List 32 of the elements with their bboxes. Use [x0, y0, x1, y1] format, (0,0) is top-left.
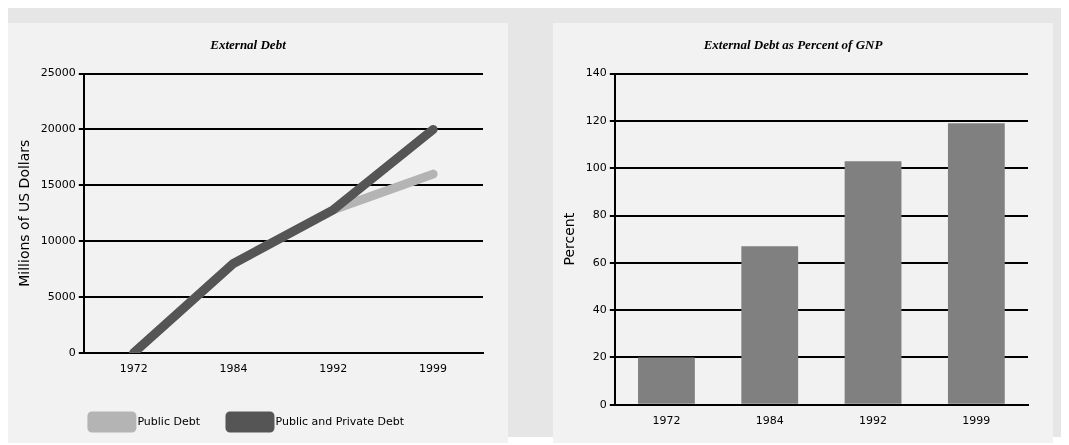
y-tick-label: 40 — [592, 303, 607, 317]
y-tick-label: 20 — [592, 350, 607, 364]
y-tick-label: 20000 — [40, 122, 76, 136]
bar — [741, 246, 799, 404]
y-tick-label: 100 — [585, 161, 607, 175]
y-tick-label: 0 — [599, 397, 607, 411]
x-tick-label: 1999 — [419, 362, 448, 376]
chart-title: External Debt — [209, 37, 287, 53]
x-tick-label: 1972 — [119, 362, 148, 376]
bar — [947, 123, 1005, 404]
y-axis-title: Percent — [561, 212, 578, 266]
x-tick-label: 1984 — [219, 362, 248, 376]
y-tick-label: 5000 — [47, 289, 76, 303]
y-tick-label: 10000 — [40, 233, 76, 247]
x-tick-label: 1992 — [859, 414, 888, 428]
legend-label: Public Debt — [137, 414, 201, 428]
y-tick-label: 80 — [592, 208, 607, 222]
y-axis-title: Millions of US Dollars — [16, 139, 33, 287]
y-tick-label: 120 — [585, 113, 607, 127]
y-tick-label: 25000 — [40, 66, 76, 80]
y-tick-label: 15000 — [40, 178, 76, 192]
x-tick-label: 1992 — [319, 362, 348, 376]
bar — [844, 161, 902, 404]
y-tick-label: 0 — [68, 345, 76, 359]
x-tick-label: 1999 — [962, 414, 991, 428]
chart-title: External Debt as Percent of GNP — [702, 37, 884, 53]
bar — [638, 357, 695, 404]
legend-label: Public and Private Debt — [275, 414, 405, 428]
x-tick-label: 1984 — [755, 414, 784, 428]
y-tick-label: 140 — [585, 66, 607, 80]
y-tick-label: 60 — [592, 255, 607, 269]
x-tick-label: 1972 — [652, 414, 681, 428]
